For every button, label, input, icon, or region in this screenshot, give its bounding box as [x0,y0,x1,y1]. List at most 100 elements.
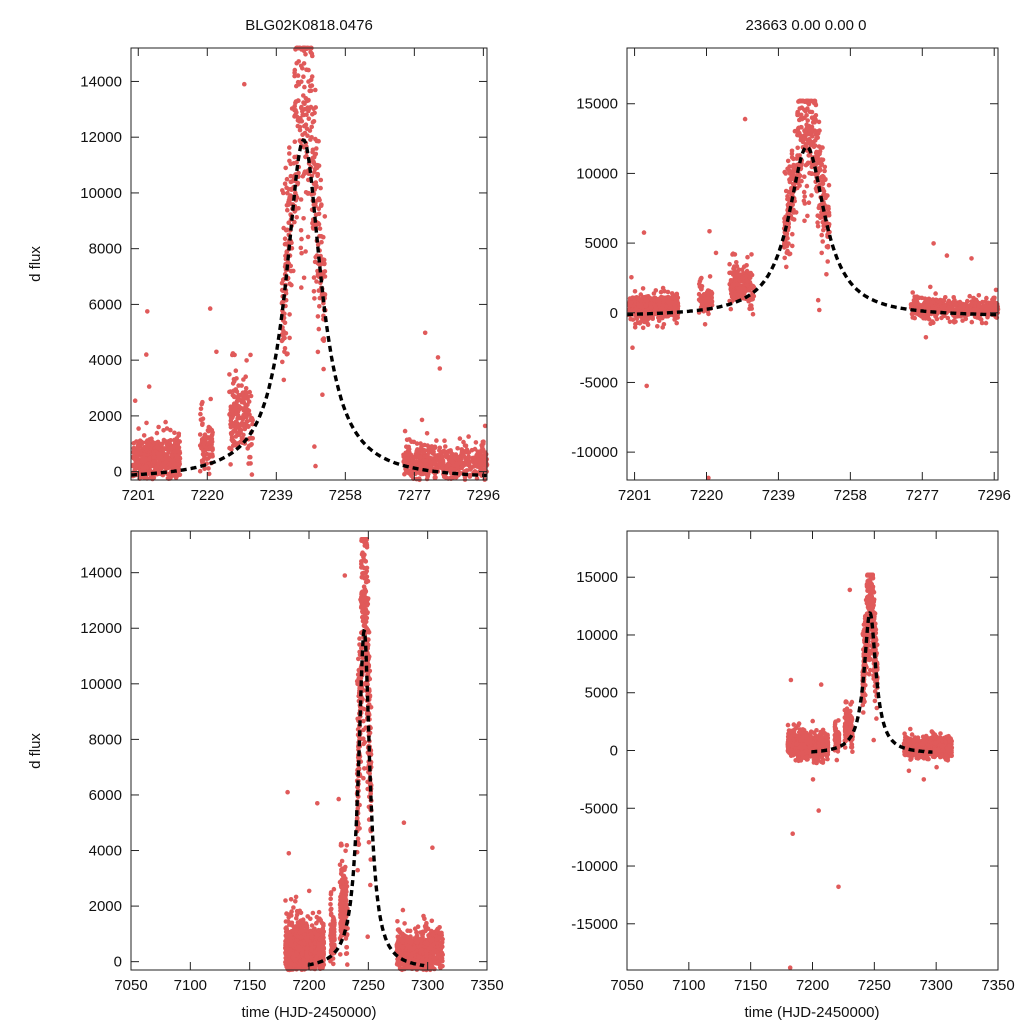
data-point [344,843,350,848]
data-point [198,411,203,417]
data-point [666,298,672,304]
data-point [341,913,346,918]
data-point [248,393,254,399]
data-point [817,148,823,154]
data-point [172,430,177,436]
data-point [790,243,795,249]
data-point [433,475,438,480]
data-point [923,335,929,340]
data-point [418,454,423,460]
data-point [404,452,410,457]
data-point [816,157,822,162]
x-tick-label: 7258 [834,487,867,504]
data-point [197,443,203,448]
data-point [984,295,989,301]
data-point [808,98,814,104]
data-point [420,463,426,469]
data-point [984,305,990,310]
data-point [637,321,643,326]
data-point [285,207,290,213]
data-point [305,191,311,196]
x-tick-label: 7296 [467,487,500,504]
data-point [338,952,343,957]
data-point [145,309,150,314]
data-point [785,196,790,202]
data-point [300,112,306,118]
data-point [233,443,239,448]
data-point [791,217,797,222]
data-point [319,202,324,207]
data-point [282,320,288,326]
data-point [328,896,334,902]
data-point [806,200,812,205]
data-point [799,163,804,168]
data-point [206,471,212,477]
data-point [311,275,317,280]
data-point [314,183,319,189]
data-point [397,929,402,935]
data-point [805,161,810,166]
data-point [338,922,343,927]
data-point [240,416,245,422]
data-point [229,432,234,437]
data-point [629,275,634,280]
data-point [424,476,430,482]
data-point [813,113,819,118]
data-point [289,240,294,246]
data-point [200,399,205,405]
data-point [361,557,367,562]
data-point [826,212,832,218]
data-point [817,128,822,133]
data-point [361,718,366,724]
data-point [455,455,461,460]
data-point [282,181,288,186]
data-point [697,279,703,284]
data-point [135,455,140,460]
data-point [146,384,152,389]
data-point [246,399,252,404]
data-point [320,392,325,398]
data-point [634,316,640,322]
data-point [318,185,323,191]
data-point [674,320,679,326]
data-point [672,300,678,305]
data-point [143,458,148,463]
data-point [822,164,828,170]
data-point [283,165,289,171]
axis-ticks: 7201 7220 7239 7258 7277 7296-10000-500005000… [571,48,1011,504]
data-point [705,290,710,295]
data-point [728,306,734,312]
data-point [312,296,317,301]
data-point [466,434,471,439]
data-point [395,919,400,924]
y-axis-label: d flux [27,246,44,282]
data-point [415,924,421,929]
data-point [727,261,732,267]
data-point [214,349,219,355]
data-point [299,250,304,256]
data-point [798,134,804,140]
x-tick-label: 7201 [618,487,651,504]
data-point [748,303,753,308]
data-point [791,210,797,215]
data-point [469,459,475,464]
data-point [408,452,414,458]
data-point [917,295,922,301]
data-point [820,157,826,163]
panel-title: 23663 0.00 0.00 0 [746,17,867,34]
x-axis-label: time (HJD-2450000) [241,1004,376,1021]
data-point [283,227,289,233]
data-point [442,438,447,444]
data-point [209,447,215,453]
data-point [418,468,424,474]
data-point [813,101,818,107]
data-point [463,468,469,474]
data-point [313,151,319,157]
data-point [362,766,367,771]
data-point [356,842,362,847]
x-tick-label: 7220 [690,487,723,504]
data-point [172,437,177,443]
data-point [939,304,945,310]
data-point [154,444,160,450]
data-point [636,296,641,302]
